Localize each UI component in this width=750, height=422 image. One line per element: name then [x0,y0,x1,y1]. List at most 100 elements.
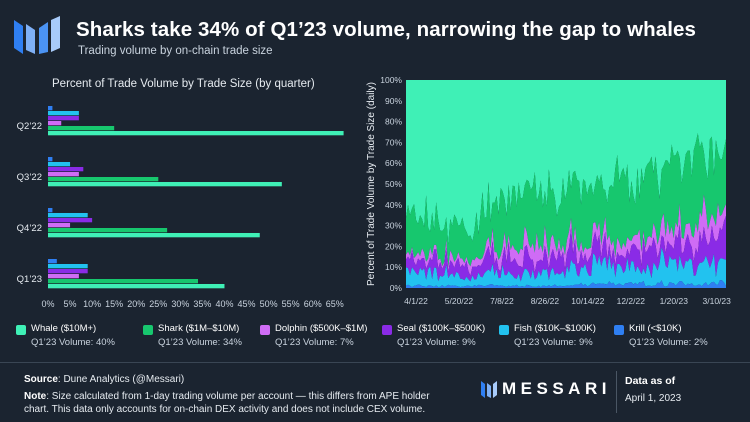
legend-name: Shark ($1M–$10M) [158,323,240,334]
bar-category-label: Q4’22 [17,223,42,234]
bar-shark-1 [48,177,159,182]
bar-whale-2 [48,233,260,238]
bar-x-tick-label: 35% [193,299,211,309]
source-note: Source: Dune Analytics (@Messari) [24,374,184,385]
area-y-tick-label: 100% [380,75,402,85]
messari-bars-icon [481,381,497,398]
bar-dolphin-1 [48,172,79,177]
bar-x-tick-label: 60% [304,299,322,309]
bar-chart-title: Percent of Trade Volume by Trade Size (b… [52,78,315,90]
legend-swatch [382,325,392,335]
bar-x-tick-label: 55% [282,299,300,309]
legend-swatch [260,325,270,335]
area-x-tick-label: 4/1/22 [404,296,428,306]
bar-fish-1 [48,162,71,167]
area-x-tick-label: 3/10/23 [703,296,732,306]
area-x-tick-label: 1/20/23 [660,296,689,306]
bar-x-tick-label: 15% [105,299,123,309]
bar-krill-3 [48,259,57,264]
legend-name: Krill (<$10K) [629,323,682,334]
area-y-tick-label: 80% [385,117,402,127]
footer-divider [616,371,617,413]
bar-krill-2 [48,208,53,213]
note: Note: Size calculated from 1-day trading… [24,390,444,416]
area-series-whale [406,80,726,245]
bar-seal-1 [48,167,84,172]
area-y-tick-label: 50% [385,179,402,189]
brand-wordmark: MESSARI [502,379,611,398]
bar-category-label: Q2’22 [17,121,42,132]
source-label: Source [24,374,58,385]
bar-whale-1 [48,182,282,187]
area-y-tick-label: 70% [385,137,402,147]
legend-name: Dolphin ($500K–$1M) [275,323,368,334]
as-of-label: Data as of [625,375,676,387]
legend-name: Fish ($10K–$100K) [514,323,596,334]
area-series-dolphin [406,194,726,276]
bar-x-tick-label: 5% [64,299,77,309]
bar-x-tick-label: 0% [41,299,54,309]
area-series-krill [406,280,726,288]
as-of-date: April 1, 2023 [625,393,682,404]
bar-dolphin-2 [48,223,71,228]
bar-seal-0 [48,116,79,121]
bar-shark-3 [48,279,198,284]
bar-fish-3 [48,264,88,269]
legend-volume: Q1’23 Volume: 9% [397,337,476,348]
legend-volume: Q1’23 Volume: 9% [514,337,593,348]
legend-swatch [614,325,624,335]
bar-dolphin-0 [48,121,62,126]
bar-krill-1 [48,157,53,162]
bar-x-tick-label: 65% [326,299,344,309]
note-label: Note [24,391,47,402]
bar-x-tick-label: 50% [260,299,278,309]
chart-subtitle: Trading volume by on-chain trade size [78,45,273,57]
bar-fish-2 [48,213,88,218]
source-text: : Dune Analytics (@Messari) [57,374,185,385]
chart-title: Sharks take 34% of Q1’23 volume, narrowi… [76,18,697,41]
area-x-tick-label: 12/2/22 [617,296,646,306]
bar-x-tick-label: 10% [83,299,101,309]
legend-swatch [16,325,26,335]
legend-volume: Q1’23 Volume: 7% [275,337,354,348]
bar-whale-3 [48,284,225,289]
area-y-tick-label: 60% [385,158,402,168]
bar-x-tick-label: 25% [149,299,167,309]
legend-volume: Q1’23 Volume: 40% [31,337,115,348]
area-y-axis-label: Percent of Trade Volume by Trade Size (d… [366,82,377,286]
footer: Source: Dune Analytics (@Messari) Note: … [0,362,750,422]
messari-logo-icon [14,16,60,54]
area-y-tick-label: 90% [385,96,402,106]
area-x-tick-label: 10/14/22 [571,296,604,306]
bar-category-label: Q1’23 [17,274,42,285]
bar-krill-0 [48,106,53,111]
bar-dolphin-3 [48,274,79,279]
legend-volume: Q1’23 Volume: 2% [629,337,708,348]
area-y-tick-label: 20% [385,241,402,251]
legend-swatch [143,325,153,335]
quarterly-bar-chart: 0% 5% 10% 15% 20% 25% 30% 35% 40% 45% 50% 55% 60% 65%… [17,106,344,309]
bar-shark-0 [48,126,115,131]
legend: Whale ($10M+) Q1’23 Volume: 40% Shark ($1M… [8,322,748,356]
daily-area-chart: Percent of Trade Volume by Trade Size (d… [366,75,732,306]
area-series-seal [406,215,726,282]
area-y-tick-label: 10% [385,262,402,272]
area-series-shark [406,133,726,268]
area-y-tick-label: 30% [385,221,402,231]
area-x-tick-label: 8/26/22 [531,296,560,306]
legend-name: Seal ($100K–$500K) [397,323,486,334]
bar-fish-0 [48,111,79,116]
bar-whale-0 [48,131,344,136]
bar-x-tick-label: 45% [238,299,256,309]
bar-category-label: Q3’22 [17,172,42,183]
area-y-tick-label: 40% [385,200,402,210]
note-text: : Size calculated from 1-day trading vol… [24,391,430,415]
bar-x-tick-label: 40% [215,299,233,309]
bar-x-tick-label: 20% [127,299,145,309]
area-y-tick-label: 0% [390,283,403,293]
legend-volume: Q1’23 Volume: 34% [158,337,242,348]
bar-seal-3 [48,269,88,274]
bar-shark-2 [48,228,168,233]
legend-name: Whale ($10M+) [31,323,97,334]
bar-seal-2 [48,218,93,223]
